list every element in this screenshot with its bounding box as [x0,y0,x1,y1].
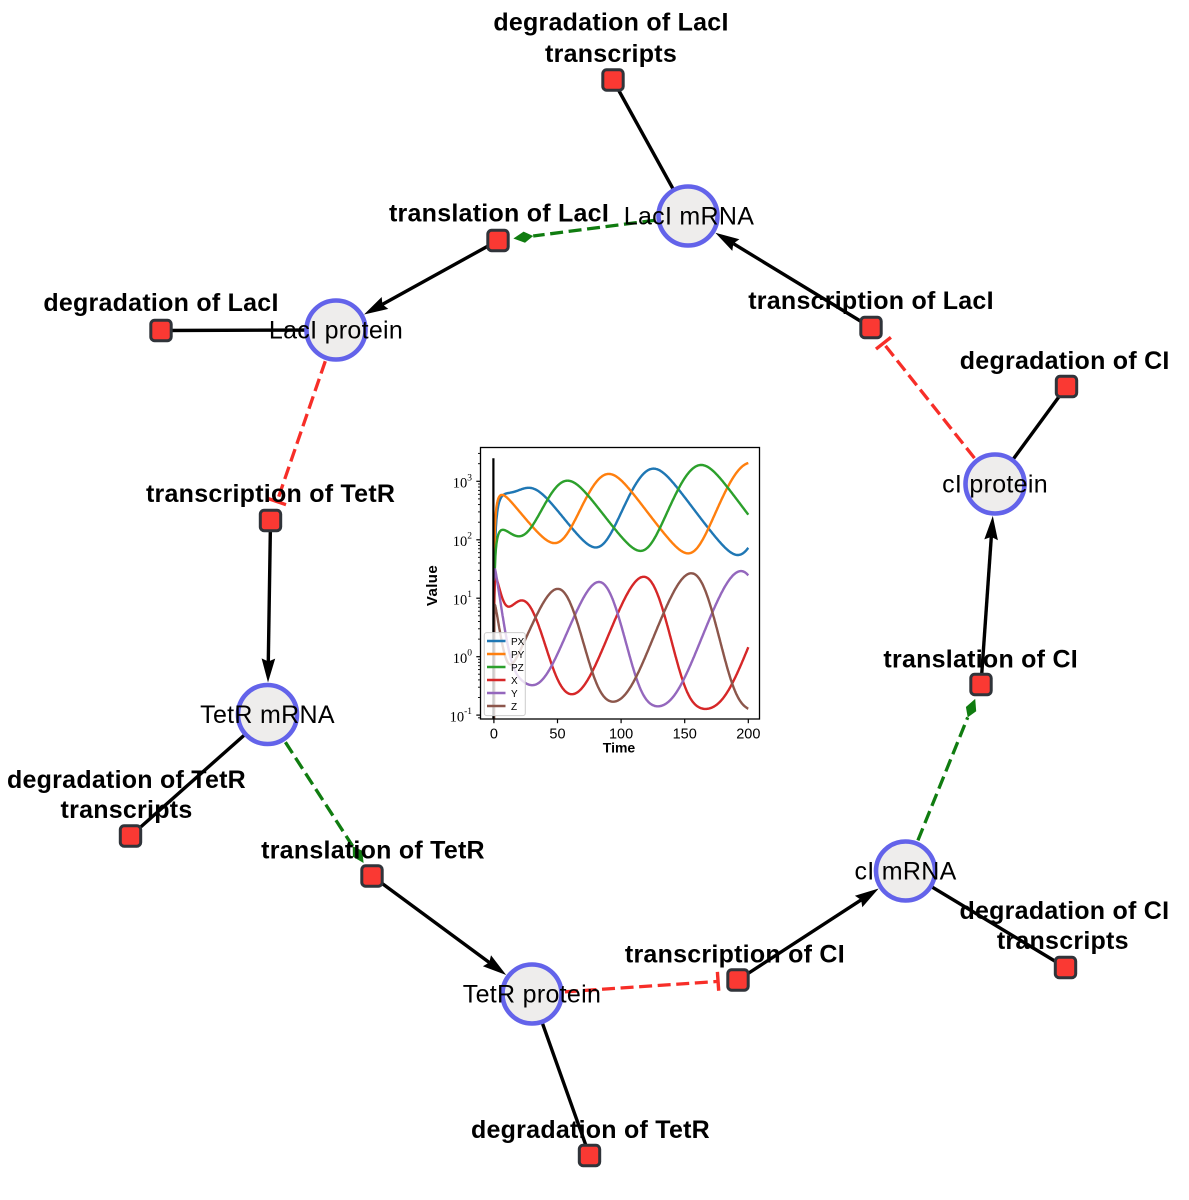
svg-text:100: 100 [609,727,633,743]
svg-text:degradation of TetR: degradation of TetR [7,766,246,794]
svg-text:translation of CI: translation of CI [883,646,1078,674]
svg-text:LacI protein: LacI protein [269,317,403,345]
svg-text:translation of LacI: translation of LacI [389,200,609,228]
svg-text:Time: Time [603,740,636,756]
svg-text:Y: Y [511,689,518,700]
svg-text:PZ: PZ [511,663,524,674]
svg-text:TetR mRNA: TetR mRNA [200,701,335,729]
svg-text:degradation of CI: degradation of CI [960,347,1170,375]
svg-text:X: X [511,676,518,687]
svg-text:transcripts: transcripts [997,927,1129,955]
svg-text:0: 0 [490,727,498,743]
svg-text:LacI mRNA: LacI mRNA [624,203,755,231]
svg-text:degradation of LacI: degradation of LacI [43,289,278,317]
svg-text:200: 200 [736,727,760,743]
svg-text:transcription of CI: transcription of CI [625,941,845,969]
svg-text:PY: PY [511,650,525,661]
svg-text:degradation of CI: degradation of CI [959,897,1169,925]
svg-text:transcripts: transcripts [61,796,193,824]
svg-text:translation of TetR: translation of TetR [261,837,485,865]
svg-text:degradation of LacI: degradation of LacI [493,9,728,37]
svg-text:degradation of TetR: degradation of TetR [471,1116,710,1144]
svg-text:50: 50 [549,727,565,743]
svg-text:transcription of LacI: transcription of LacI [748,287,994,315]
svg-text:TetR protein: TetR protein [463,981,601,1009]
svg-text:PX: PX [511,637,525,648]
svg-text:Z: Z [511,702,517,713]
svg-text:cI mRNA: cI mRNA [854,858,956,886]
svg-text:transcription of TetR: transcription of TetR [146,480,395,508]
svg-text:transcripts: transcripts [545,40,677,68]
svg-text:cI protein: cI protein [942,471,1048,499]
svg-text:Value: Value [424,565,441,606]
svg-text:150: 150 [673,727,697,743]
